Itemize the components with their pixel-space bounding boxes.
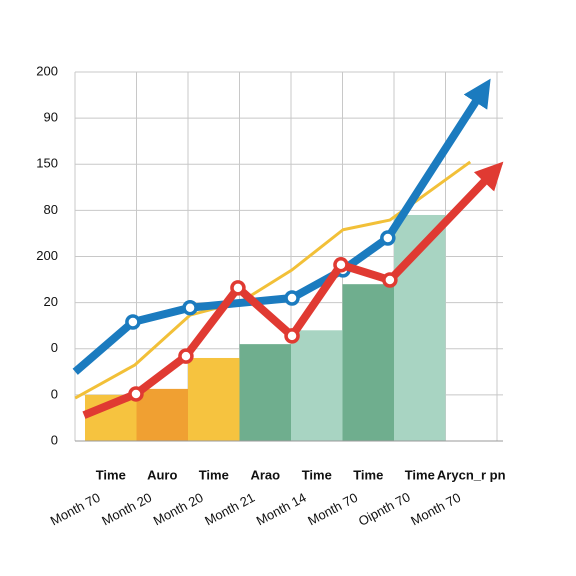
y-tick-label: 200 <box>36 63 58 78</box>
line <box>74 160 472 400</box>
point <box>333 257 349 273</box>
x-sub-label: Month 70 <box>48 490 103 529</box>
x-sub-label: Month 20 <box>99 490 154 529</box>
y-tick-label: 200 <box>36 248 58 263</box>
point <box>382 272 398 288</box>
x-tick-label: Time <box>302 467 332 482</box>
x-tick-label: Time <box>405 467 435 482</box>
y-tick-label: 80 <box>44 202 58 217</box>
bar <box>239 344 291 441</box>
y-tick-label: 150 <box>36 156 58 171</box>
point <box>178 348 194 364</box>
y-tick-label: 0 <box>51 386 58 401</box>
line <box>82 161 504 419</box>
point <box>230 280 246 296</box>
x-sub-label: Month 70 <box>408 490 463 529</box>
point <box>125 314 141 330</box>
point <box>182 299 198 316</box>
point <box>128 386 144 402</box>
x-tick-label: Time <box>199 467 229 482</box>
point <box>380 230 396 246</box>
x-sub-label: Month 14 <box>254 490 309 529</box>
y-tick-label: 90 <box>44 110 58 125</box>
point <box>284 328 300 344</box>
x-tick-label: Arao <box>250 467 280 482</box>
x-tick-label: Auro <box>147 467 177 482</box>
bar <box>136 388 188 441</box>
x-sub-label: Month 21 <box>202 490 257 529</box>
x-sub-label: Month 20 <box>151 490 206 529</box>
x-sub-label: Month 70 <box>305 490 360 529</box>
x-tick-label: Time <box>96 467 126 482</box>
bar <box>188 357 240 441</box>
point <box>284 290 300 306</box>
x-tick-label: Time <box>353 467 383 482</box>
y-tick-label: 0 <box>51 432 58 447</box>
x-tick-label: Arycn_r pn <box>437 467 506 482</box>
bar <box>291 330 343 441</box>
x-sub-label: Oipnth 70 <box>356 489 413 529</box>
y-tick-label: 0 <box>51 340 58 355</box>
y-tick-label: 20 <box>44 294 58 309</box>
bar <box>342 284 394 441</box>
